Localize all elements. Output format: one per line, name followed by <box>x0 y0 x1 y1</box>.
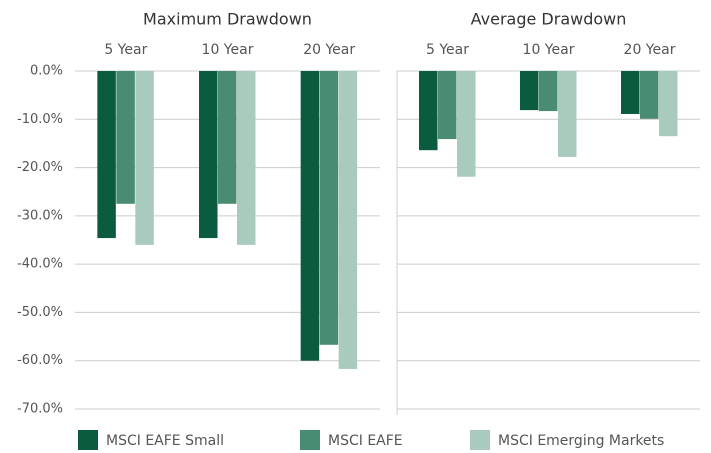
bar <box>539 71 558 112</box>
y-tick-label: -30.0% <box>17 208 63 223</box>
y-tick-label: -10.0% <box>17 112 63 127</box>
bar <box>419 71 438 151</box>
y-tick-label: -70.0% <box>17 402 63 417</box>
legend-swatch <box>300 430 320 450</box>
panel-title: Maximum Drawdown <box>143 10 312 29</box>
bar <box>218 71 237 204</box>
category-label: 5 Year <box>426 42 469 58</box>
bar <box>640 71 659 119</box>
y-tick-label: 0.0% <box>30 64 63 79</box>
bar <box>621 71 640 114</box>
category-label: 20 Year <box>624 42 676 58</box>
legend-swatch <box>470 430 490 450</box>
bar <box>457 71 476 177</box>
bar <box>338 71 358 369</box>
bar <box>659 71 678 137</box>
legend-label: MSCI EAFE <box>328 433 403 449</box>
bar <box>319 71 339 345</box>
category-label: 10 Year <box>202 42 254 58</box>
bar <box>300 71 320 361</box>
bar <box>116 71 135 204</box>
category-label: 5 Year <box>104 42 147 58</box>
category-label: 10 Year <box>523 42 575 58</box>
bar <box>135 71 154 245</box>
legend-swatch <box>78 430 98 450</box>
y-tick-label: -60.0% <box>17 353 63 368</box>
bar <box>438 71 457 140</box>
panel-title: Average Drawdown <box>471 10 627 29</box>
category-label: 20 Year <box>303 42 355 58</box>
y-tick-label: -50.0% <box>17 305 63 320</box>
bar <box>237 71 256 245</box>
bar <box>97 71 116 239</box>
y-tick-label: -20.0% <box>17 160 63 175</box>
y-tick-label: -40.0% <box>17 257 63 272</box>
legend-label: MSCI Emerging Markets <box>498 433 664 449</box>
bar <box>520 71 539 111</box>
legend-label: MSCI EAFE Small <box>106 433 224 449</box>
bar <box>199 71 218 239</box>
bar <box>558 71 577 157</box>
